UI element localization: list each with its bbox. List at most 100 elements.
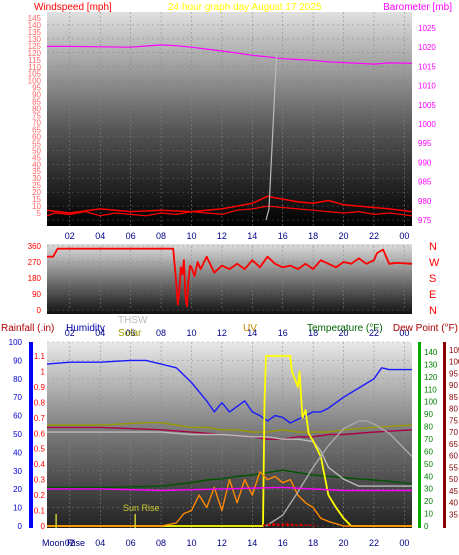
humidity-tick-label: 90 — [13, 356, 22, 365]
dewpoint-tick-label: 55 — [449, 463, 458, 472]
thsw-label: THSW — [118, 315, 148, 326]
top-x-tick-label: 10 — [186, 231, 196, 241]
temperature-tick-label: 120 — [424, 373, 438, 382]
barometer-tick-label: 1010 — [418, 82, 436, 91]
rainfall-bar — [308, 524, 312, 526]
temperature-tick-label: 10 — [424, 510, 433, 519]
bottom-x-tick-label: 20 — [339, 538, 349, 548]
top-panel-axes: 5101520253035404550556065707580859095100… — [28, 14, 437, 241]
bottom-series-line-5 — [47, 355, 412, 527]
top-series-line-2 — [46, 195, 413, 214]
rainfall-tick-label: 0.5 — [34, 445, 46, 454]
temperature-tick-label: 30 — [424, 485, 433, 494]
middle-x-tick-label: 12 — [217, 328, 227, 338]
top-series-line-1 — [46, 205, 413, 217]
windspeed-tick-label: 70 — [32, 118, 41, 127]
rainfall-bar — [285, 522, 289, 526]
dewpoint-tick-label: 105 — [449, 346, 459, 355]
barometer-tick-label: 1015 — [418, 62, 436, 71]
temperature-tick-label: 110 — [424, 385, 437, 394]
solar-label: Solar — [118, 328, 142, 339]
temperature-tick-label: 40 — [424, 472, 433, 481]
bottom-x-tick-label: 00 — [399, 538, 409, 548]
bottom-series-line-3 — [47, 431, 412, 487]
bottom-x-tick-label: 14 — [247, 538, 257, 548]
rainfall-tick-label: 0.8 — [34, 398, 46, 407]
middle-x-tick-label: 22 — [369, 328, 379, 338]
top-panel-background — [47, 12, 412, 226]
top-x-tick-label: 18 — [308, 231, 318, 241]
windspeed-tick-label: 100 — [28, 77, 42, 86]
compass-label: N — [429, 305, 437, 317]
dewpoint-tick-label: 60 — [449, 452, 458, 461]
direction-tick-label: 0 — [37, 306, 42, 315]
humidity-tick-label: 20 — [13, 485, 22, 494]
temperature-label: Temperature (°F) — [307, 323, 383, 334]
windspeed-tick-label: 35 — [32, 167, 41, 176]
barometer-tick-label: 975 — [418, 216, 432, 225]
uv-label: UV — [243, 323, 257, 334]
temperature-tick-label: 60 — [424, 447, 433, 456]
rainfall-tick-label: 0.2 — [34, 491, 46, 500]
windspeed-tick-label: 85 — [32, 98, 41, 107]
dewpoint-tick-label: 50 — [449, 475, 458, 484]
dewpoint-tick-label: 85 — [449, 393, 458, 402]
windspeed-tick-label: 145 — [28, 14, 42, 23]
rainfall-bar — [262, 524, 266, 526]
compass-label: S — [429, 273, 436, 285]
compass-label: E — [429, 289, 436, 301]
sun-rise-label: Sun Rise — [123, 503, 160, 513]
bottom-x-tick-label: 16 — [278, 538, 288, 548]
bottom-series-line-1 — [47, 469, 413, 489]
middle-x-tick-label: 02 — [65, 328, 75, 338]
middle-x-tick-label: 04 — [95, 328, 105, 338]
barometer-tick-label: 1000 — [418, 120, 436, 129]
bottom-x-tick-label: 06 — [126, 538, 136, 548]
windspeed-tick-label: 40 — [32, 160, 41, 169]
temperature-tick-label: 50 — [424, 460, 433, 469]
barometer-tick-label: 1020 — [418, 43, 436, 52]
humidity-tick-label: 10 — [13, 504, 22, 513]
rainfall-bar — [267, 523, 271, 526]
windspeed-tick-label: 30 — [32, 174, 41, 183]
temperature-tick-label: 130 — [424, 360, 438, 369]
windspeed-tick-label: 25 — [32, 181, 41, 190]
rainfall-bar — [276, 523, 280, 526]
windspeed-tick-label: 20 — [32, 188, 41, 197]
middle-panel-series — [47, 247, 413, 308]
direction-tick-label: 270 — [28, 258, 42, 267]
top-x-tick-label: 12 — [217, 231, 227, 241]
rainfall-tick-label: 1.1 — [34, 352, 46, 361]
temperature-tick-label: 100 — [424, 398, 438, 407]
bottom-series-line-7 — [265, 420, 413, 527]
barometer-tick-label: 995 — [418, 139, 432, 148]
rainfall-bar — [294, 524, 298, 526]
middle-x-tick-label: 18 — [308, 328, 318, 338]
compass-label: W — [429, 257, 440, 269]
rainfall-bar — [290, 523, 294, 526]
humidity-tick-label: 40 — [13, 448, 22, 457]
temperature-tick-label: 90 — [424, 410, 433, 419]
bottom-series-line-8 — [47, 486, 412, 492]
chart-title: 24 hour graph day August 17 2025 — [168, 2, 322, 13]
rainfall-tick-label: 0.9 — [34, 383, 46, 392]
middle-x-tick-label: 06 — [126, 328, 136, 338]
windspeed-tick-label: 110 — [28, 63, 41, 72]
middle-panel-grid — [47, 245, 412, 311]
windspeed-axis-title: Windspeed [mph] — [34, 2, 112, 13]
top-x-tick-label: 08 — [156, 231, 166, 241]
bottom-x-tick-label: 12 — [217, 538, 227, 548]
bottom-x-tick-label: 08 — [156, 538, 166, 548]
windspeed-tick-label: 125 — [28, 42, 42, 51]
humidity-tick-label: 100 — [9, 338, 23, 347]
top-x-tick-label: 00 — [399, 231, 409, 241]
bottom-x-tick-label: 22 — [369, 538, 379, 548]
dewpoint-tick-label: 35 — [449, 510, 458, 519]
rainfall-bar — [272, 522, 276, 526]
windspeed-tick-label: 80 — [32, 105, 41, 114]
windspeed-tick-label: 65 — [32, 125, 41, 134]
windspeed-tick-label: 95 — [32, 84, 41, 93]
direction-series-line-0 — [47, 247, 413, 308]
windspeed-tick-label: 45 — [32, 153, 41, 162]
dewpoint-tick-label: 90 — [449, 381, 458, 390]
